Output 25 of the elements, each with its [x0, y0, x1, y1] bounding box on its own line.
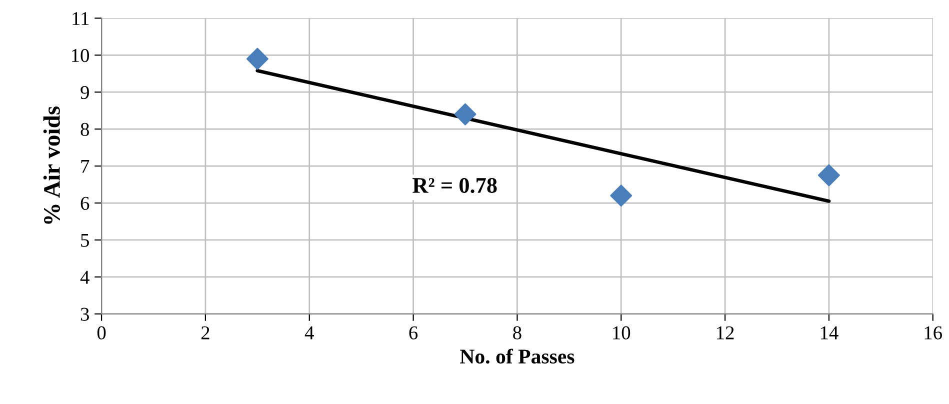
x-tick-label: 0 [97, 326, 106, 340]
y-tick-label: 7 [81, 160, 90, 173]
x-tick-label: 12 [717, 326, 734, 340]
y-axis-title: % Air voids [43, 106, 60, 224]
x-tick-label: 14 [820, 326, 838, 340]
x-tick-label: 16 [924, 326, 942, 340]
point [246, 48, 268, 70]
point [610, 184, 632, 207]
y-tick-label: 8 [80, 122, 89, 136]
x-axis-title: No. of Passes [460, 348, 574, 364]
point [454, 103, 476, 126]
y-tick-label: 4 [80, 270, 90, 284]
x-tick-label: 8 [513, 326, 522, 340]
x-tick-label: 2 [201, 326, 210, 340]
point [818, 164, 840, 186]
y-tick-label: 5 [81, 234, 89, 247]
x-tick-label: 6 [409, 326, 418, 340]
x-tick-label: 10 [613, 326, 630, 340]
x-tick-label: 4 [304, 326, 314, 340]
y-tick-label: 11 [72, 12, 89, 25]
annotation: R² = 0.78 [412, 178, 497, 194]
y-tick-label: 3 [80, 308, 89, 321]
y-tick-label: 6 [80, 196, 90, 210]
y-tick-label: 9 [80, 86, 89, 100]
y-tick-label: 10 [72, 48, 89, 62]
